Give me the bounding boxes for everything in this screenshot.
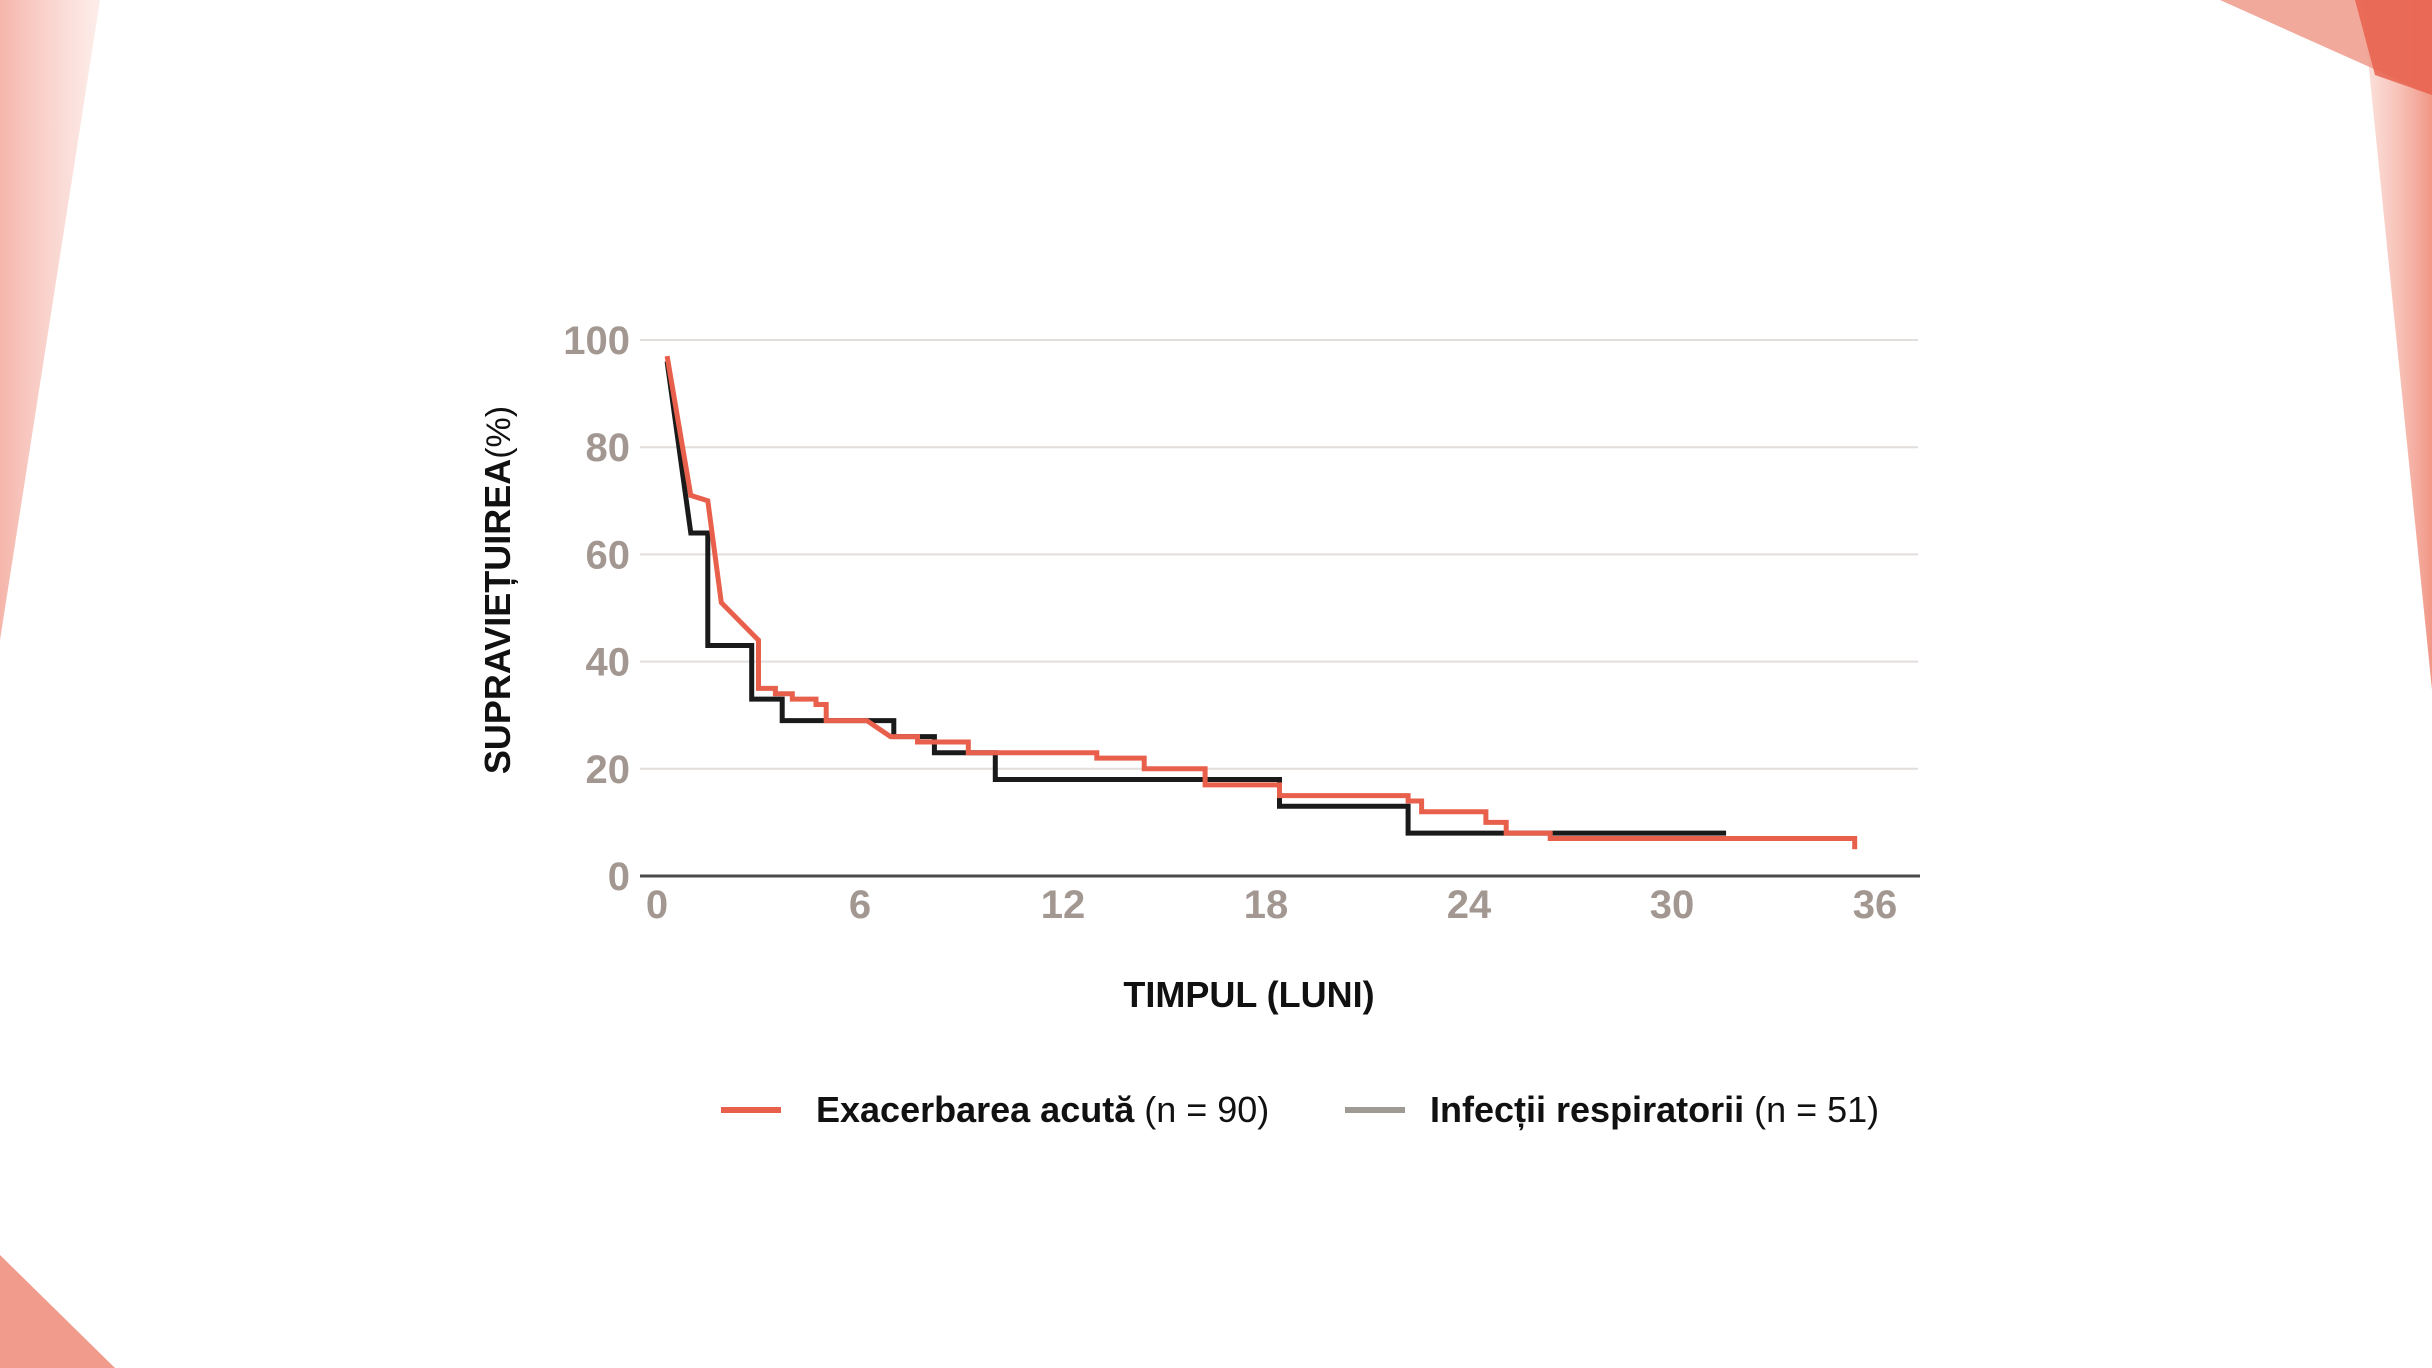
bottom-left-corner-shape (0, 1255, 115, 1368)
legend-n-exacerbarea: (n = 90) (1144, 1089, 1269, 1130)
y-tick-label-0: 0 (608, 855, 630, 899)
series-line-exacerbarea-acuta (664, 355, 1858, 850)
series-line-infectii-respiratorii (664, 361, 1727, 836)
legend-entry-exacerbarea: Exacerbarea acută (n = 90) (816, 1089, 1269, 1130)
x-tick-label-30: 30 (1650, 883, 1695, 927)
x-tick-label-18: 18 (1244, 883, 1289, 927)
top-right-corner-dark (2355, 0, 2432, 95)
y-tick-label-40: 40 (586, 641, 631, 685)
legend-name-exacerbarea: Exacerbarea acută (816, 1089, 1135, 1130)
left-accent-shape (0, 0, 100, 640)
right-accent-shape (2362, 0, 2432, 690)
x-tick-label-12: 12 (1041, 883, 1086, 927)
legend-name-infectii: Infecții respiratorii (1430, 1089, 1744, 1131)
x-tick-label-24: 24 (1447, 883, 1492, 927)
x-tick-label-0: 0 (646, 883, 668, 927)
legend-entry-infectii: Infecții respiratorii (n = 51) (1430, 1089, 1879, 1131)
legend-n-infectii: (n = 51) (1754, 1089, 1879, 1130)
x-tick-labels: 0 6 12 18 24 30 36 (646, 883, 1897, 927)
legend: Exacerbarea acută (n = 90) Infecții respi… (721, 1089, 1879, 1131)
x-axis-title: TIMPUL (LUNI) (1123, 974, 1374, 1015)
y-tick-label-80: 80 (586, 426, 631, 470)
series-lines (664, 355, 1858, 850)
y-axis-title: SUPRAVIEȚUIREA(%) (477, 406, 518, 774)
y-tick-labels: 0 20 40 60 80 100 (563, 319, 630, 899)
y-tick-label-100: 100 (563, 319, 630, 363)
y-tick-label-60: 60 (586, 533, 631, 577)
x-tick-label-36: 36 (1853, 883, 1898, 927)
grid-lines (640, 339, 1918, 770)
y-axis-title-unit: (%) (480, 406, 518, 459)
y-tick-label-20: 20 (586, 748, 631, 792)
y-axis-title-text: SUPRAVIEȚUIREA (477, 459, 518, 774)
x-tick-label-6: 6 (849, 883, 871, 927)
